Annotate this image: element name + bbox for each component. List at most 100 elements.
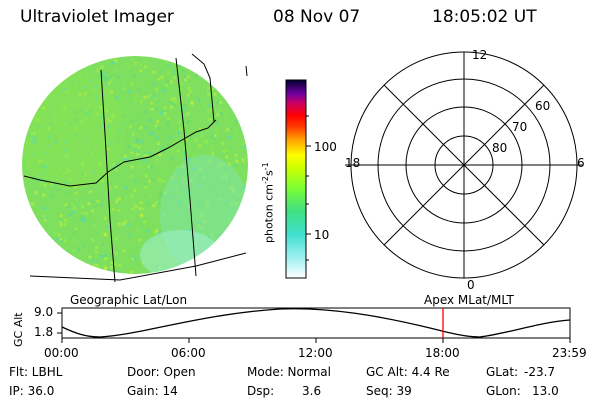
image-speckle	[144, 186, 148, 189]
image-speckle	[94, 231, 98, 235]
image-speckle	[185, 113, 189, 117]
image-speckle	[155, 106, 158, 110]
image-speckle	[129, 173, 133, 177]
image-speckle	[116, 249, 120, 253]
image-speckle	[74, 185, 77, 189]
image-speckle	[186, 120, 190, 124]
image-speckle	[124, 86, 128, 90]
image-speckle	[155, 201, 158, 205]
image-speckle	[130, 120, 134, 123]
image-speckle	[225, 155, 229, 159]
image-speckle	[152, 70, 156, 74]
image-speckle	[191, 143, 195, 147]
image-speckle	[148, 179, 151, 183]
image-speckle	[178, 122, 182, 126]
image-speckle	[116, 134, 120, 138]
image-speckle	[211, 152, 215, 156]
image-speckle	[166, 80, 170, 83]
image-speckle	[213, 92, 217, 96]
image-speckle	[81, 205, 85, 209]
image-speckle	[82, 218, 86, 222]
image-speckle	[143, 220, 147, 224]
image-speckle	[81, 160, 85, 164]
image-speckle	[94, 78, 98, 82]
image-speckle	[64, 173, 68, 176]
image-speckle	[106, 77, 110, 80]
image-speckle	[34, 139, 37, 143]
image-speckle	[82, 118, 86, 122]
image-speckle	[72, 210, 76, 214]
image-speckle	[114, 251, 118, 255]
image-speckle	[124, 185, 128, 189]
image-speckle	[84, 85, 88, 89]
image-speckle	[170, 105, 174, 109]
image-speckle	[100, 202, 104, 206]
image-speckle	[110, 256, 114, 260]
image-speckle	[243, 145, 247, 149]
image-speckle	[34, 137, 38, 141]
image-speckle	[87, 103, 91, 107]
image-speckle	[122, 222, 126, 226]
image-speckle	[188, 90, 192, 94]
image-speckle	[184, 137, 188, 141]
image-speckle	[158, 193, 162, 197]
image-speckle	[92, 263, 96, 267]
image-speckle	[149, 165, 153, 169]
image-speckle	[165, 83, 168, 87]
image-speckle	[127, 144, 131, 148]
image-speckle	[186, 93, 190, 97]
image-speckle	[88, 132, 92, 136]
image-speckle	[130, 165, 134, 169]
image-speckle	[133, 189, 137, 192]
glon-value: 13.0	[532, 384, 559, 398]
image-speckle	[104, 257, 108, 261]
colorbar-tick-10: 10	[314, 228, 330, 242]
image-speckle	[138, 207, 142, 211]
geographic-label: Geographic Lat/Lon	[70, 293, 188, 307]
image-speckle	[111, 76, 115, 80]
image-speckle	[138, 238, 142, 242]
image-speckle	[167, 64, 171, 68]
altitude-min-label: 1.8	[34, 325, 54, 339]
image-speckle	[70, 131, 74, 135]
image-speckle	[118, 263, 122, 267]
image-speckle	[144, 174, 148, 177]
image-speckle	[91, 147, 95, 151]
image-speckle	[83, 74, 87, 78]
image-speckle	[139, 213, 143, 217]
image-speckle	[54, 180, 58, 184]
image-speckle	[77, 98, 81, 102]
image-speckle	[91, 209, 95, 213]
image-speckle	[107, 117, 111, 121]
image-speckle	[84, 151, 88, 155]
lat-label-80: 80	[492, 141, 508, 155]
image-speckle	[89, 159, 93, 163]
image-speckle	[130, 194, 134, 198]
image-speckle	[62, 88, 66, 91]
image-speckle	[101, 123, 105, 127]
image-speckle	[67, 191, 71, 194]
image-speckle	[157, 126, 161, 130]
image-speckle	[82, 211, 86, 215]
image-speckle	[156, 100, 160, 104]
image-speckle	[219, 112, 223, 116]
image-speckle	[169, 135, 173, 139]
image-speckle	[131, 254, 135, 258]
image-speckle	[162, 89, 165, 93]
image-speckle	[114, 162, 118, 166]
image-speckle	[209, 108, 213, 112]
image-speckle	[93, 205, 97, 209]
image-speckle	[64, 120, 68, 124]
image-speckle	[114, 185, 118, 189]
image-speckle	[121, 114, 125, 118]
image-speckle	[166, 138, 170, 142]
apex-label: Apex MLat/MLT	[424, 293, 514, 307]
image-speckle	[106, 222, 110, 226]
image-speckle	[131, 143, 135, 147]
image-speckle	[80, 120, 84, 124]
image-speckle	[110, 261, 114, 264]
image-speckle	[67, 189, 71, 193]
image-speckle	[42, 106, 45, 110]
image-speckle	[226, 148, 230, 152]
image-speckle	[74, 118, 78, 122]
